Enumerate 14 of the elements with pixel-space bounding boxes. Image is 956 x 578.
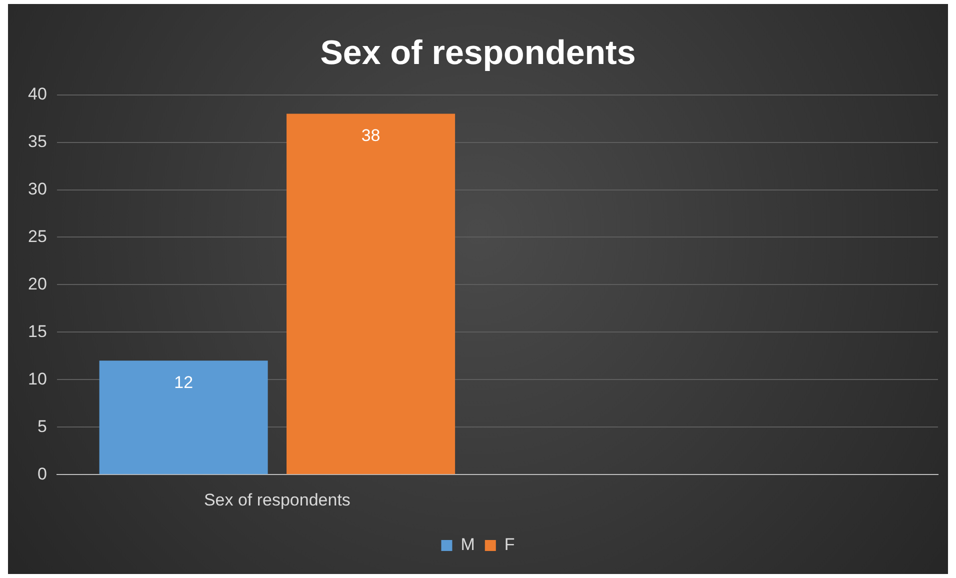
y-tick-label: 30 [28,179,47,198]
legend-label: M [460,535,475,554]
y-tick-label: 35 [28,132,47,151]
data-label: 38 [361,126,380,145]
legend-label: F [504,535,515,554]
y-tick-label: 15 [28,322,47,341]
data-label: 12 [174,372,194,392]
y-tick-label: 0 [37,464,47,484]
y-tick-label: 10 [28,369,47,388]
y-tick-label: 40 [28,84,47,104]
y-tick-label: 25 [28,226,47,246]
y-tick-label: 5 [37,416,47,436]
chart-title: Sex of respondents [320,34,636,72]
y-tick-label: 20 [28,274,47,294]
